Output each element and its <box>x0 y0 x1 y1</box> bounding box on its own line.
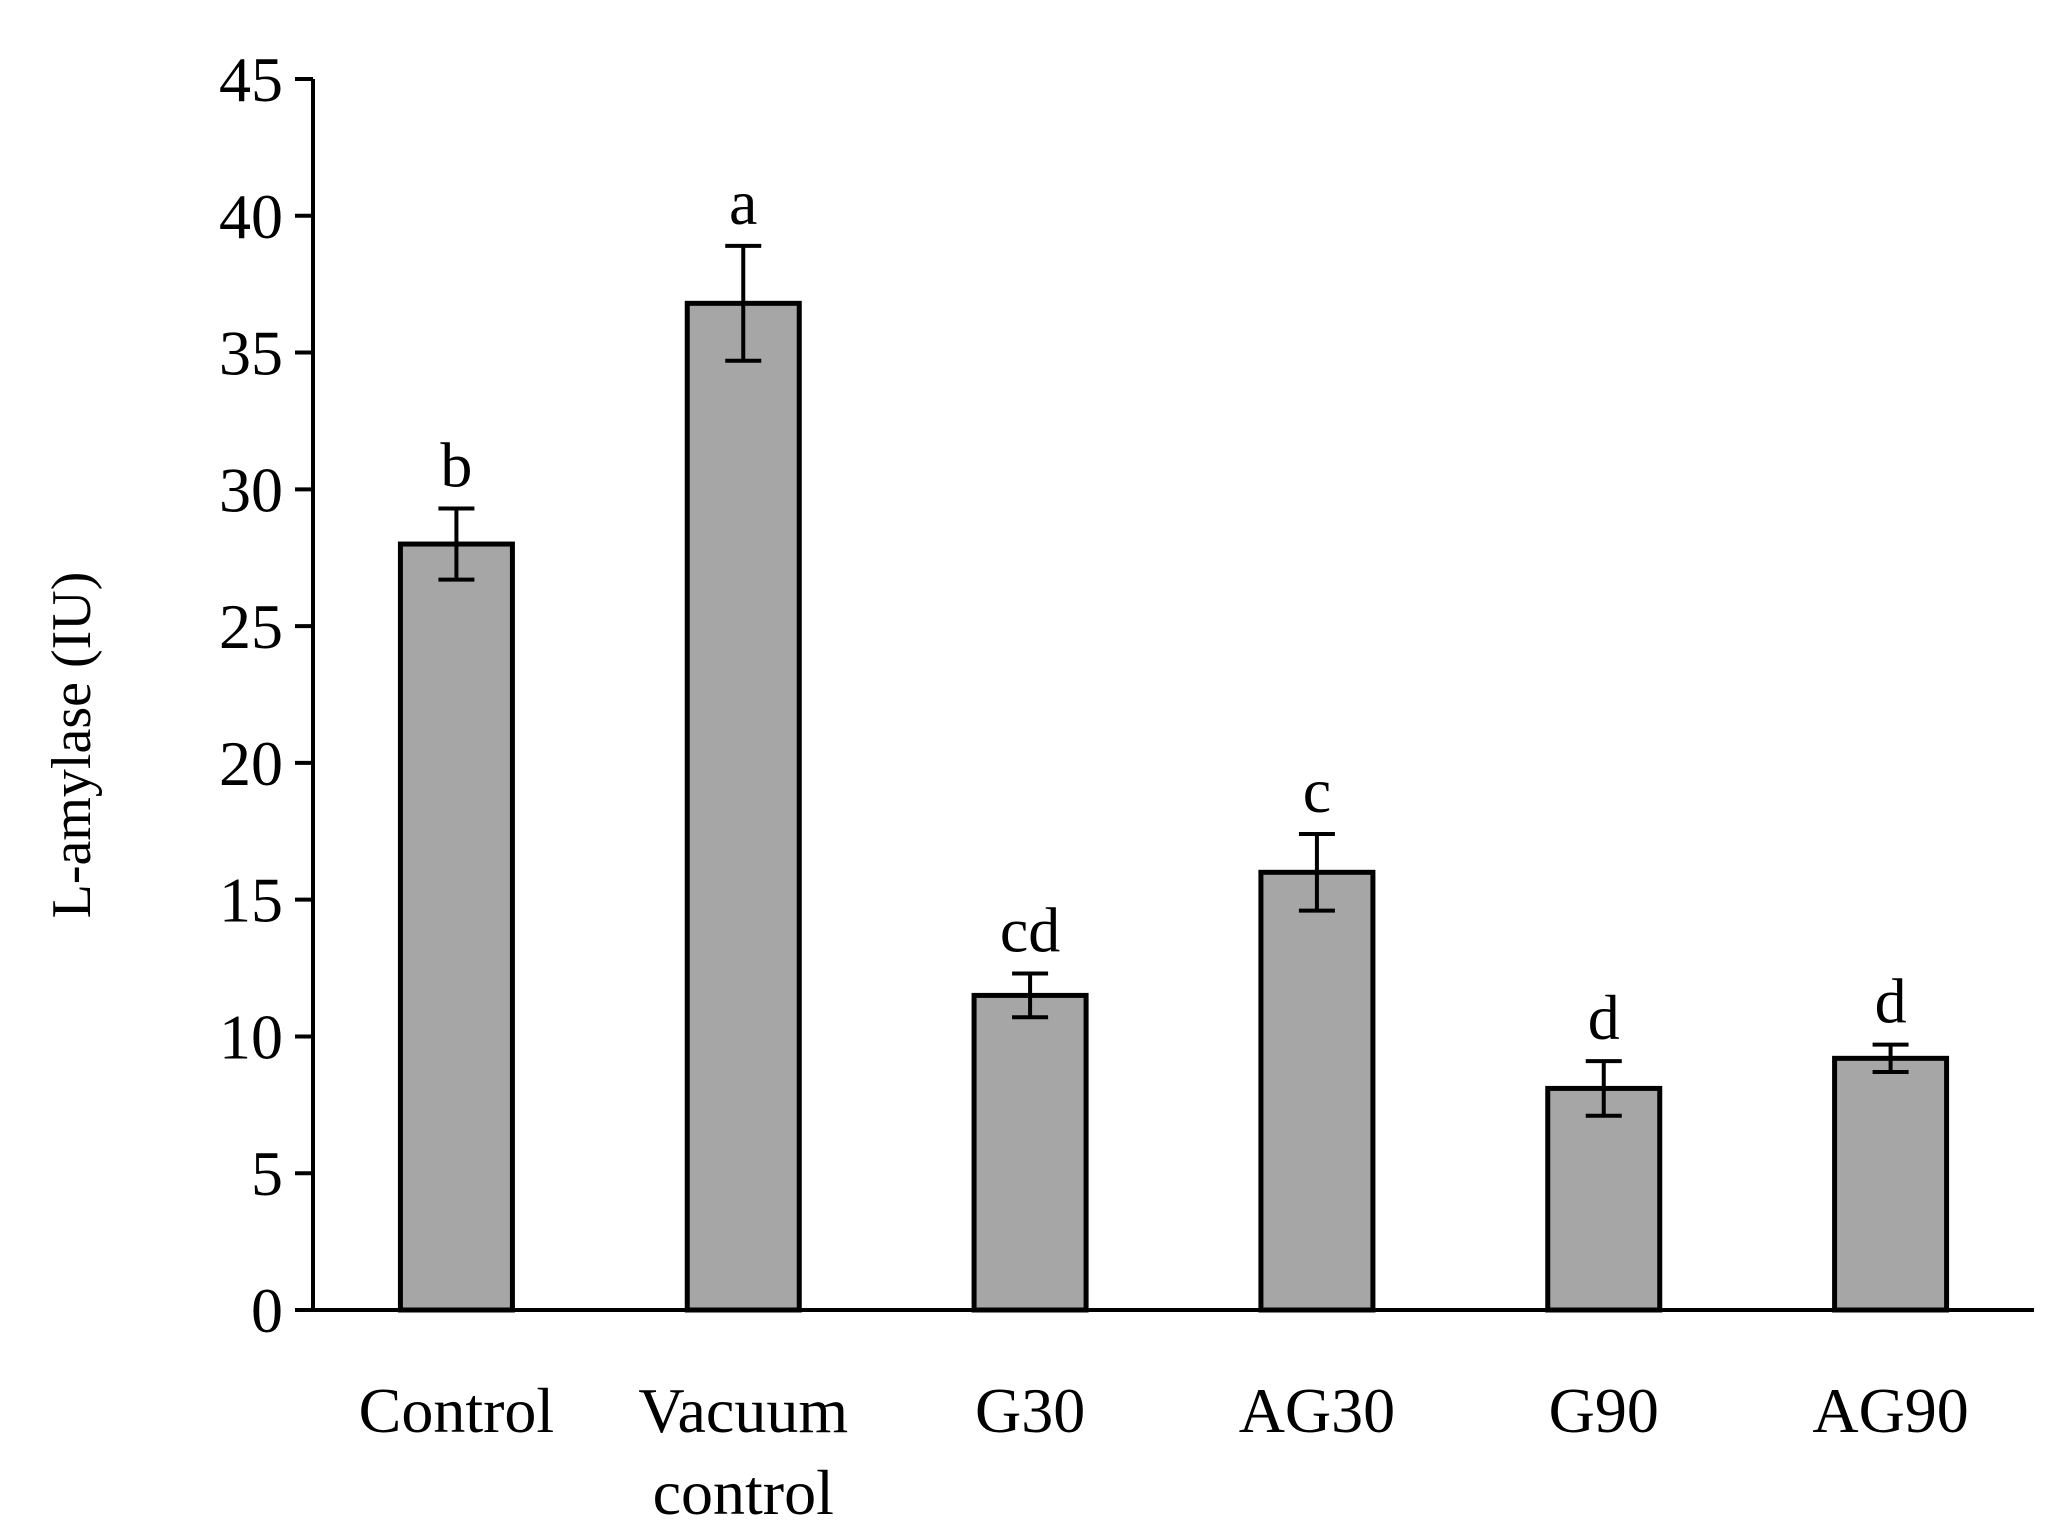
significance-label: d <box>1875 966 1907 1037</box>
bar <box>1832 1055 1950 1313</box>
x-category-label-line: control <box>653 1457 834 1528</box>
x-category-label-line: AG90 <box>1812 1375 1968 1446</box>
x-category-label-line: Vacuum <box>638 1375 848 1446</box>
x-category-label-line: AG30 <box>1239 1375 1395 1446</box>
x-category-label-line: G90 <box>1549 1375 1659 1446</box>
bar <box>1545 1085 1663 1313</box>
bar <box>397 541 515 1313</box>
significance-label: a <box>729 167 757 238</box>
y-tick-label: 0 <box>251 1275 283 1346</box>
error-bar <box>1585 1059 1622 1118</box>
error-bar <box>1012 971 1049 1020</box>
y-tick-label: 45 <box>219 44 283 115</box>
bar <box>1258 869 1376 1313</box>
x-category-label: AG30 <box>1239 1375 1395 1446</box>
y-tick-label: 25 <box>219 591 283 662</box>
x-category-label: AG90 <box>1812 1375 1968 1446</box>
error-bar <box>1298 832 1335 913</box>
significance-label: d <box>1588 982 1620 1053</box>
error-bar <box>725 243 762 363</box>
x-category-label-line: G30 <box>975 1375 1085 1446</box>
y-axis-title: L-amylase (IU) <box>41 572 103 919</box>
significance-label: cd <box>1000 895 1060 966</box>
y-tick-label: 30 <box>219 454 283 525</box>
y-tick-label: 10 <box>219 1001 283 1072</box>
bar <box>971 992 1089 1313</box>
x-category-label: Control <box>359 1375 555 1446</box>
significance-label: b <box>440 429 472 500</box>
x-category-label: Vacuum control <box>638 1375 848 1528</box>
error-bar <box>438 506 475 582</box>
x-category-label: G90 <box>1549 1375 1659 1446</box>
y-tick-label: 40 <box>219 181 283 252</box>
y-tick-label: 15 <box>219 865 283 936</box>
bar <box>684 300 802 1313</box>
y-tick-label: 5 <box>251 1138 283 1209</box>
plot-area: 0 5 10 15 20 25 30 35 40 45 b Control a Vacuum control… <box>219 44 2034 1528</box>
y-tick-label: 20 <box>219 728 283 799</box>
x-category-label: G30 <box>975 1375 1085 1446</box>
x-category-label-line: Control <box>359 1375 555 1446</box>
y-tick-label: 35 <box>219 318 283 389</box>
error-bar <box>1872 1042 1909 1075</box>
significance-label: c <box>1303 755 1331 826</box>
